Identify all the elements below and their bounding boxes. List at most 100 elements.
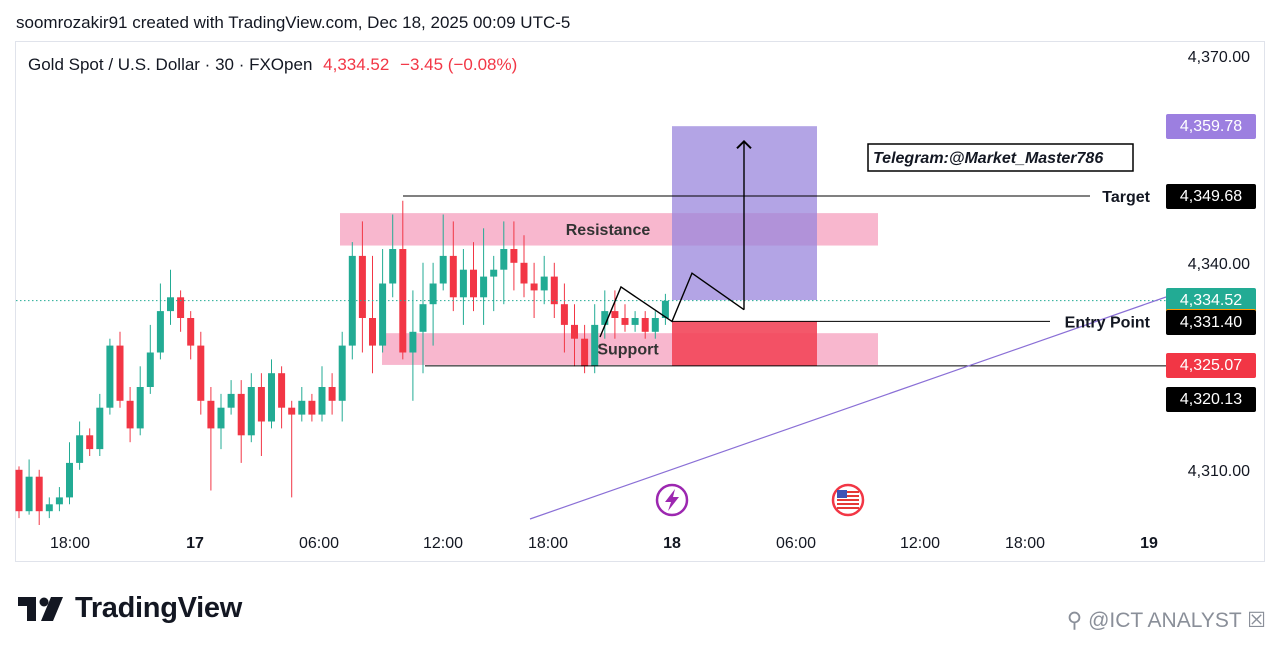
price-tag-value: 4,359.78 xyxy=(1179,117,1243,135)
watermark-icon: ⚲ xyxy=(1066,609,1089,632)
candle[interactable] xyxy=(409,331,417,353)
candle[interactable] xyxy=(470,269,477,298)
x-tick-label: 06:00 xyxy=(299,535,339,552)
candle[interactable] xyxy=(490,269,498,277)
candle[interactable] xyxy=(591,324,599,367)
candle[interactable] xyxy=(66,462,73,498)
watermark: ⚲ @ICT ANALYST ☒ xyxy=(1067,608,1266,633)
candle[interactable] xyxy=(389,249,397,284)
flag-stripe xyxy=(837,499,859,501)
candle[interactable] xyxy=(167,297,174,312)
candle[interactable] xyxy=(318,387,326,415)
candle[interactable] xyxy=(661,300,669,318)
candle[interactable] xyxy=(187,318,195,346)
candle[interactable] xyxy=(601,311,609,325)
tradingview-logo-icon xyxy=(18,596,63,621)
candle[interactable] xyxy=(257,387,265,422)
tradingview-logo[interactable]: TradingView xyxy=(18,592,242,625)
candle[interactable] xyxy=(510,249,518,263)
candle[interactable] xyxy=(96,407,104,450)
x-tick-label: 12:00 xyxy=(423,535,463,552)
candle[interactable] xyxy=(308,400,316,415)
candle[interactable] xyxy=(500,249,508,270)
candle[interactable] xyxy=(328,387,336,401)
candle[interactable] xyxy=(207,400,215,429)
candle[interactable] xyxy=(55,497,63,505)
candle[interactable] xyxy=(399,249,407,353)
candle[interactable] xyxy=(449,255,457,298)
x-tick-label: 06:00 xyxy=(776,535,816,552)
candle[interactable] xyxy=(268,373,275,422)
candle[interactable] xyxy=(480,276,488,298)
flag-stripe xyxy=(837,507,859,509)
candle[interactable] xyxy=(45,504,53,512)
candle[interactable] xyxy=(338,345,346,401)
symbol-title: Gold Spot / U.S. Dollar · 30 · FXOpen xyxy=(28,55,313,74)
candle[interactable] xyxy=(288,407,296,415)
candle[interactable] xyxy=(581,338,589,367)
target-label[interactable]: Target xyxy=(1102,189,1150,206)
flash-icon xyxy=(665,489,679,511)
candle[interactable] xyxy=(197,345,205,401)
candle[interactable] xyxy=(530,283,538,291)
price-tag-value: 4,349.68 xyxy=(1179,187,1243,205)
support-label[interactable]: Support xyxy=(597,341,659,358)
projection-path[interactable] xyxy=(599,272,745,338)
candle[interactable] xyxy=(156,311,164,353)
telegram-label[interactable]: Telegram:@Market_Master786 xyxy=(873,150,1103,167)
candle[interactable] xyxy=(540,276,548,291)
candle[interactable] xyxy=(217,407,225,429)
price-tag: 4,325.07 xyxy=(1166,353,1256,379)
candle[interactable] xyxy=(86,435,94,450)
candle[interactable] xyxy=(247,387,255,436)
price-tag: 4,320.13 xyxy=(1166,387,1256,413)
candle[interactable] xyxy=(651,318,659,332)
x-tick-label: 18:00 xyxy=(50,535,90,552)
candle[interactable] xyxy=(15,469,23,512)
chart-attribution: soomrozakir91 created with TradingView.c… xyxy=(16,13,571,32)
candle[interactable] xyxy=(369,318,376,346)
candle[interactable] xyxy=(429,283,437,305)
candle[interactable] xyxy=(550,276,558,305)
candle[interactable] xyxy=(146,352,154,388)
candle[interactable] xyxy=(611,311,619,318)
candle[interactable] xyxy=(560,304,568,325)
trend-line[interactable] xyxy=(529,296,1167,520)
chart-frame[interactable] xyxy=(15,41,1265,562)
x-tick-label: 12:00 xyxy=(900,535,940,552)
candle[interactable] xyxy=(76,435,84,463)
candle[interactable] xyxy=(571,324,578,339)
price-change: −3.45 (−0.08%) xyxy=(400,55,518,74)
candle[interactable] xyxy=(35,476,43,512)
long-position-stop-zone[interactable] xyxy=(672,321,817,366)
x-tick-label: 18:00 xyxy=(528,535,568,552)
entry-point-label[interactable]: Entry Point xyxy=(1065,314,1151,331)
candle[interactable] xyxy=(439,255,447,284)
last-price: 4,334.52 xyxy=(323,55,390,74)
candle[interactable] xyxy=(25,476,33,512)
candle[interactable] xyxy=(177,297,185,318)
candle[interactable] xyxy=(379,283,387,346)
candle[interactable] xyxy=(136,387,144,429)
telegram-box[interactable] xyxy=(867,143,1134,172)
candle[interactable] xyxy=(520,262,528,284)
event-flash-icon[interactable] xyxy=(655,483,689,517)
y-tick-label: 4,370.00 xyxy=(1188,49,1250,66)
candle[interactable] xyxy=(227,393,235,408)
candle[interactable] xyxy=(459,269,467,298)
candle[interactable] xyxy=(298,400,306,415)
candle[interactable] xyxy=(237,393,245,436)
event-us-flag-icon[interactable] xyxy=(831,483,865,517)
candle[interactable] xyxy=(278,373,286,408)
candle[interactable] xyxy=(126,400,134,429)
candle[interactable] xyxy=(106,345,114,408)
candle[interactable] xyxy=(621,318,629,325)
resistance-label[interactable]: Resistance xyxy=(566,222,651,239)
candle[interactable] xyxy=(116,345,124,401)
candle[interactable] xyxy=(631,318,639,325)
x-tick-label: 18 xyxy=(663,535,681,552)
candle[interactable] xyxy=(358,255,366,318)
candle[interactable] xyxy=(419,304,427,332)
candle[interactable] xyxy=(641,318,649,332)
